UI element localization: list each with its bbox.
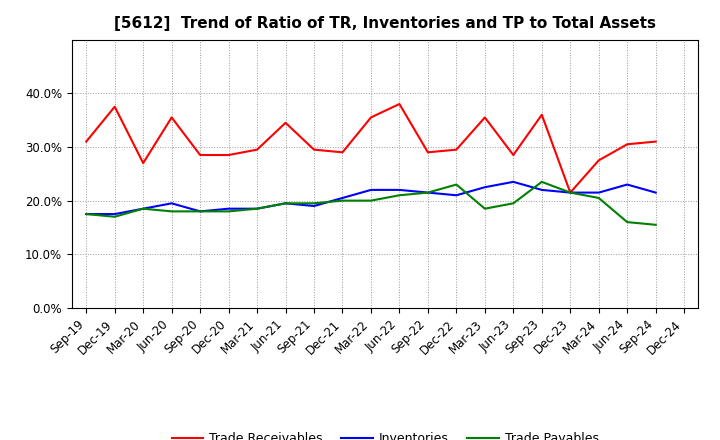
Inventories bbox=[139, 206, 148, 211]
Inventories bbox=[423, 190, 432, 195]
Trade Payables bbox=[452, 182, 461, 187]
Trade Payables bbox=[139, 206, 148, 211]
Inventories bbox=[225, 206, 233, 211]
Trade Payables bbox=[423, 190, 432, 195]
Legend: Trade Receivables, Inventories, Trade Payables: Trade Receivables, Inventories, Trade Pa… bbox=[166, 427, 604, 440]
Trade Receivables bbox=[282, 120, 290, 125]
Trade Payables bbox=[82, 211, 91, 216]
Trade Payables bbox=[566, 190, 575, 195]
Trade Payables bbox=[652, 222, 660, 227]
Trade Payables bbox=[537, 179, 546, 184]
Trade Receivables bbox=[253, 147, 261, 152]
Trade Receivables bbox=[452, 147, 461, 152]
Inventories bbox=[167, 201, 176, 206]
Trade Payables bbox=[623, 220, 631, 225]
Trade Payables bbox=[110, 214, 119, 220]
Trade Payables bbox=[310, 201, 318, 206]
Trade Payables bbox=[225, 209, 233, 214]
Trade Receivables bbox=[310, 147, 318, 152]
Trade Receivables bbox=[395, 101, 404, 106]
Trade Receivables bbox=[366, 115, 375, 120]
Inventories bbox=[509, 179, 518, 184]
Trade Payables bbox=[167, 209, 176, 214]
Trade Receivables bbox=[480, 115, 489, 120]
Inventories bbox=[282, 201, 290, 206]
Trade Receivables bbox=[537, 112, 546, 117]
Trade Receivables bbox=[623, 142, 631, 147]
Inventories bbox=[82, 211, 91, 216]
Trade Receivables bbox=[139, 161, 148, 166]
Trade Payables bbox=[338, 198, 347, 203]
Inventories bbox=[480, 185, 489, 190]
Trade Payables bbox=[253, 206, 261, 211]
Trade Receivables bbox=[595, 158, 603, 163]
Inventories bbox=[652, 190, 660, 195]
Trade Payables bbox=[480, 206, 489, 211]
Line: Trade Payables: Trade Payables bbox=[86, 182, 656, 225]
Line: Inventories: Inventories bbox=[86, 182, 656, 214]
Title: [5612]  Trend of Ratio of TR, Inventories and TP to Total Assets: [5612] Trend of Ratio of TR, Inventories… bbox=[114, 16, 656, 32]
Inventories bbox=[452, 193, 461, 198]
Inventories bbox=[395, 187, 404, 193]
Trade Receivables bbox=[652, 139, 660, 144]
Inventories bbox=[623, 182, 631, 187]
Trade Receivables bbox=[566, 190, 575, 195]
Trade Payables bbox=[395, 193, 404, 198]
Trade Payables bbox=[196, 209, 204, 214]
Trade Receivables bbox=[225, 152, 233, 158]
Inventories bbox=[310, 203, 318, 209]
Trade Receivables bbox=[82, 139, 91, 144]
Trade Receivables bbox=[110, 104, 119, 109]
Trade Receivables bbox=[509, 152, 518, 158]
Trade Payables bbox=[595, 195, 603, 201]
Inventories bbox=[566, 190, 575, 195]
Inventories bbox=[595, 190, 603, 195]
Trade Receivables bbox=[196, 152, 204, 158]
Trade Payables bbox=[366, 198, 375, 203]
Inventories bbox=[366, 187, 375, 193]
Inventories bbox=[110, 211, 119, 216]
Inventories bbox=[253, 206, 261, 211]
Inventories bbox=[537, 187, 546, 193]
Inventories bbox=[338, 195, 347, 201]
Trade Receivables bbox=[423, 150, 432, 155]
Trade Payables bbox=[509, 201, 518, 206]
Line: Trade Receivables: Trade Receivables bbox=[86, 104, 656, 193]
Trade Receivables bbox=[338, 150, 347, 155]
Trade Receivables bbox=[167, 115, 176, 120]
Trade Payables bbox=[282, 201, 290, 206]
Inventories bbox=[196, 209, 204, 214]
